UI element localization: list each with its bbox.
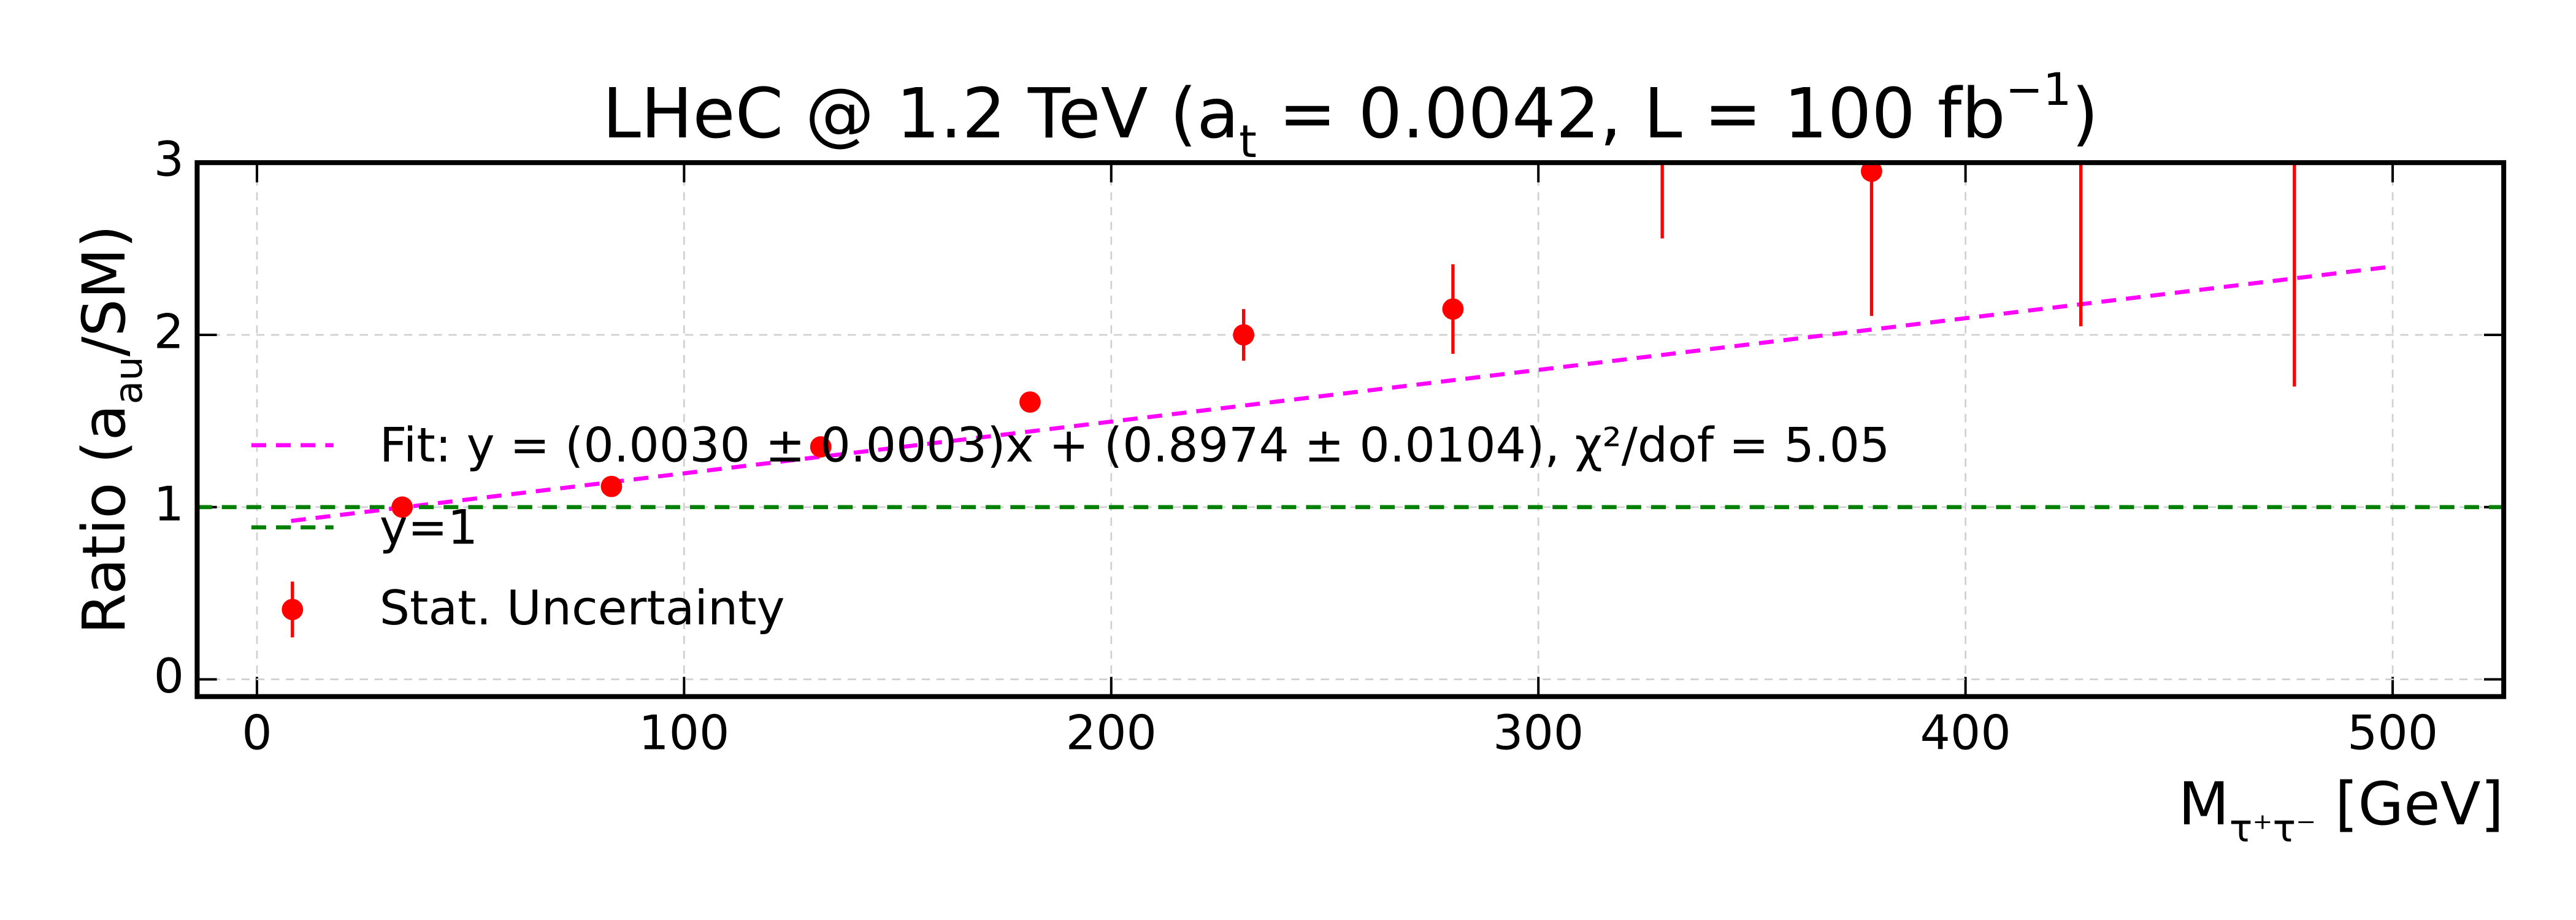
x-axis-label-part: τ⁺τ⁻ xyxy=(2229,805,2317,850)
chart-title: LHeC @ 1.2 TeV (at = 0.0042, L = 100 fb−… xyxy=(602,63,2098,167)
data-point xyxy=(1861,163,1882,182)
data-point xyxy=(810,436,832,458)
y-axis-label-part: /SM) xyxy=(70,225,139,356)
legend-label: Stat. Uncertainty xyxy=(380,581,785,636)
x-tick-label: 300 xyxy=(1493,705,1584,761)
x-tick-label: 100 xyxy=(638,705,729,761)
x-axis-label: Mτ⁺τ⁻ [GeV] xyxy=(2179,770,2504,850)
chart-title-part: LHeC @ 1.2 TeV (a xyxy=(602,74,1239,154)
x-tick-label: 0 xyxy=(242,705,272,761)
data-point xyxy=(1019,391,1041,413)
data-point xyxy=(2283,118,2305,139)
y-tick-label: 0 xyxy=(154,649,184,704)
chart-title-part: −1 xyxy=(2006,63,2072,115)
legend-label: y=1 xyxy=(380,500,478,556)
x-axis-label-part: [GeV] xyxy=(2316,770,2504,838)
plot-frame xyxy=(194,160,2507,699)
chart-title-part: t xyxy=(1239,115,1257,167)
data-point xyxy=(1442,298,1464,320)
data-point xyxy=(600,475,623,497)
y-tick-label: 2 xyxy=(154,304,184,359)
x-tick-label: 200 xyxy=(1066,705,1157,761)
y-tick-label: 3 xyxy=(154,132,184,188)
legend-label: Fit: y = (0.0030 ± 0.0003)x + (0.8974 ± … xyxy=(380,418,1890,473)
x-tick-label: 500 xyxy=(2347,705,2438,761)
y-tick-label: 1 xyxy=(154,477,184,532)
y-axis-label-part: Ratio (a xyxy=(70,404,139,634)
chart-title-part: ) xyxy=(2072,74,2099,154)
x-tick-label: 400 xyxy=(1920,705,2011,761)
y-axis-label: Ratio (aau/SM) xyxy=(70,225,150,634)
data-point xyxy=(1233,324,1255,346)
chart-title-part: = 0.0042, L = 100 fb xyxy=(1257,74,2006,154)
legend-handle xyxy=(282,599,304,621)
reference-line xyxy=(291,264,2393,523)
x-axis-label-part: M xyxy=(2179,770,2229,838)
plot-area xyxy=(197,118,2504,523)
data-point xyxy=(391,496,413,518)
y-axis-label-part: au xyxy=(105,356,150,404)
